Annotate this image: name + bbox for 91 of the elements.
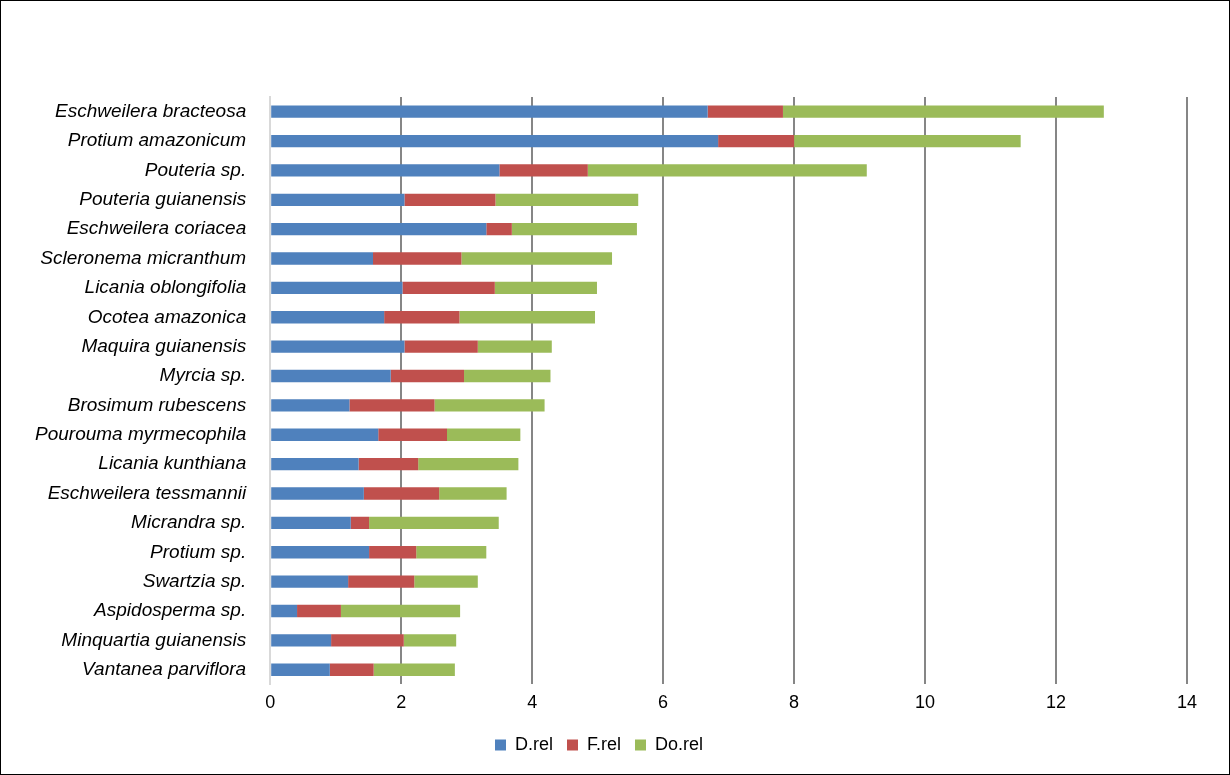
- bar: [404, 340, 478, 353]
- bar: [331, 634, 404, 647]
- x-tick-label: 0: [265, 692, 276, 713]
- bar: [495, 193, 639, 206]
- bar: [271, 340, 405, 353]
- bar: [271, 546, 370, 559]
- legend-label: Do.rel: [655, 733, 704, 754]
- bar: [378, 428, 448, 441]
- bar: [718, 134, 795, 148]
- bar: [271, 193, 405, 206]
- bar: [587, 164, 867, 177]
- bar: [373, 663, 455, 676]
- y-tick-label: Eschweilera coriacea: [66, 217, 247, 239]
- bar: [271, 399, 350, 412]
- y-tick-label: Micrandra sp.: [131, 511, 247, 533]
- x-tick-label: 14: [1176, 692, 1198, 713]
- legend-label: F.rel: [586, 733, 622, 754]
- bar: [329, 663, 374, 676]
- bar: [499, 164, 588, 177]
- x-tick-label: 4: [527, 692, 538, 713]
- bar: [402, 281, 495, 295]
- bar: [782, 105, 1104, 118]
- bar: [349, 399, 435, 412]
- y-tick-label: Eschweilera tessmannii: [47, 481, 247, 503]
- y-tick-label: Ocotea amazonica: [87, 305, 247, 327]
- y-tick-label: Myrcia sp.: [159, 364, 247, 386]
- bar: [271, 516, 351, 530]
- y-tick-label: Eschweilera bracteosa: [55, 99, 247, 121]
- bar: [390, 369, 465, 383]
- y-tick-label: Aspidosperma sp.: [93, 599, 247, 621]
- bar: [416, 546, 487, 559]
- bar: [271, 369, 391, 383]
- y-tick-label: Minquartia guianensis: [61, 628, 247, 650]
- bar: [271, 252, 374, 265]
- bar: [384, 311, 460, 324]
- bar: [461, 252, 613, 265]
- bar: [271, 457, 359, 471]
- bar: [369, 516, 499, 530]
- y-tick-label: Pourouma myrmecophila: [35, 423, 247, 445]
- bar: [271, 105, 708, 118]
- bar: [363, 487, 440, 500]
- bar: [434, 399, 545, 412]
- bar: [447, 428, 521, 441]
- y-tick-label: Maquira guianensis: [81, 334, 247, 356]
- bar: [511, 223, 637, 236]
- bar: [271, 575, 349, 588]
- bar: [271, 604, 298, 618]
- y-tick-label: Vantanea parviflora: [82, 658, 247, 679]
- legend-label: D.rel: [514, 733, 553, 754]
- bar: [358, 457, 419, 471]
- bar: [404, 193, 496, 206]
- bar: [271, 663, 330, 676]
- bar: [271, 164, 500, 177]
- bar: [414, 575, 478, 588]
- y-tick-label: Protium sp.: [150, 540, 247, 562]
- bar: [271, 487, 364, 500]
- bar: [340, 604, 461, 618]
- y-tick-label: Brosimum rubescens: [67, 393, 247, 415]
- bar: [297, 604, 341, 618]
- x-tick-label: 10: [915, 692, 936, 713]
- bar: [369, 546, 417, 559]
- bar: [348, 575, 415, 588]
- bar: [707, 105, 783, 118]
- bar: [477, 340, 552, 353]
- bar: [271, 634, 332, 647]
- x-tick-label: 8: [789, 692, 800, 713]
- y-tick-label: Pouteria sp.: [144, 158, 247, 180]
- y-tick-label: Scleronema micranthum: [40, 246, 247, 268]
- bar: [486, 223, 512, 236]
- bar: [373, 252, 462, 265]
- bar: [350, 516, 370, 530]
- y-tick-label: Protium amazonicum: [67, 129, 247, 151]
- bar: [439, 487, 507, 500]
- bar: [418, 457, 519, 471]
- bar: [271, 223, 487, 236]
- bar: [464, 369, 551, 383]
- bar: [494, 281, 597, 295]
- bar: [459, 311, 596, 324]
- y-tick-label: Licania kunthiana: [98, 452, 247, 474]
- bar: [794, 134, 1021, 148]
- bar: [271, 311, 385, 324]
- y-tick-label: Pouteria guianensis: [79, 188, 247, 210]
- x-tick-label: 2: [396, 692, 407, 713]
- bar: [271, 134, 719, 148]
- bar: [271, 428, 379, 441]
- y-tick-label: Swartzia sp.: [142, 569, 247, 591]
- bar: [271, 281, 403, 295]
- x-tick-label: 6: [658, 692, 669, 713]
- x-tick-label: 12: [1046, 692, 1067, 713]
- bar: [403, 634, 457, 647]
- y-tick-label: Licania oblongifolia: [84, 276, 247, 298]
